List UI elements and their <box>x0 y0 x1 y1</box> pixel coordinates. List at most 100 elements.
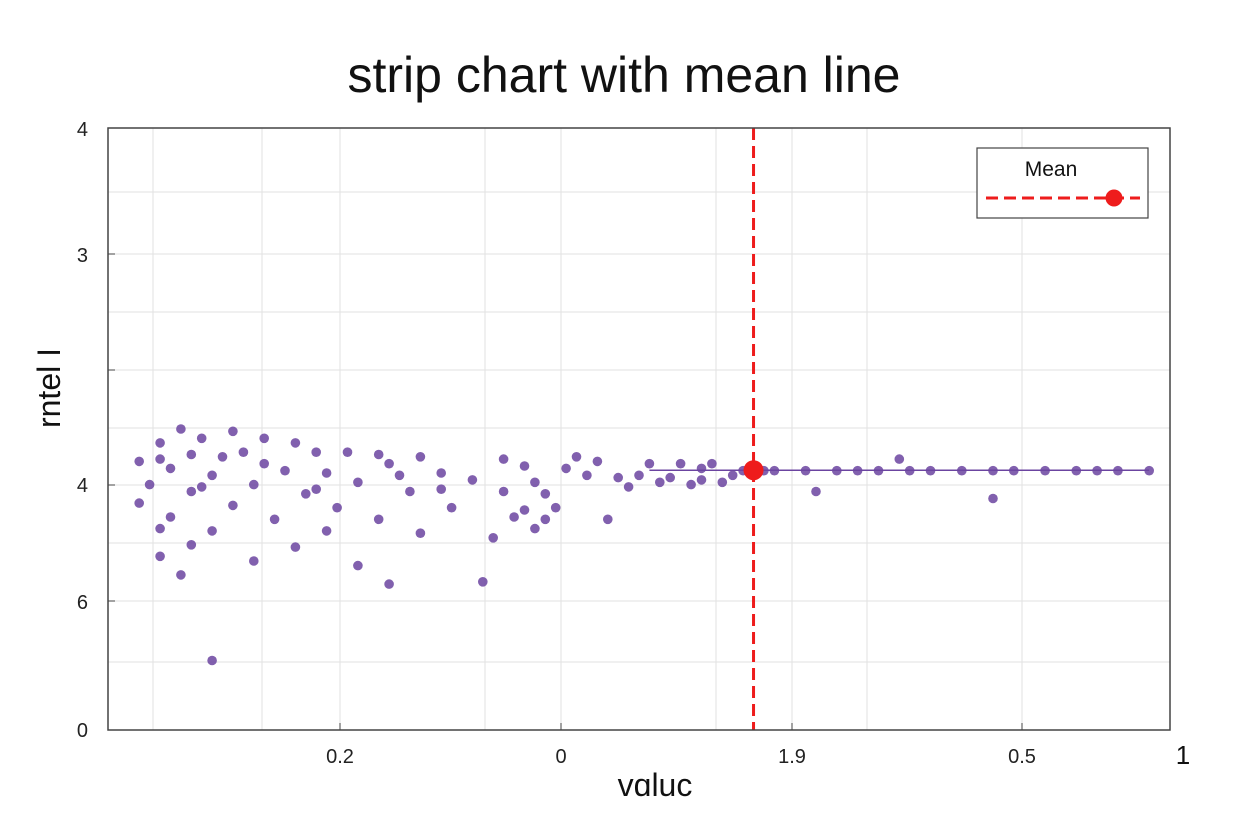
data-point <box>342 447 353 458</box>
data-point <box>769 465 780 476</box>
legend-box <box>976 147 1149 219</box>
data-point <box>186 486 197 497</box>
data-point <box>165 463 176 474</box>
data-point <box>155 454 165 464</box>
data-point <box>1144 465 1154 476</box>
data-point <box>904 465 915 476</box>
data-point <box>196 482 207 492</box>
grid <box>108 128 1170 730</box>
x-tick-label: 0 <box>555 746 566 768</box>
data-point <box>696 475 707 485</box>
data-point <box>238 447 249 458</box>
data-point <box>467 475 478 485</box>
data-point <box>394 470 405 481</box>
data-point <box>717 477 728 488</box>
data-point <box>134 456 144 467</box>
data-point <box>415 452 426 462</box>
data-point <box>290 438 301 448</box>
y-tick-label: 4 <box>77 119 88 141</box>
data-point <box>332 502 342 513</box>
data-point <box>249 556 259 566</box>
data-point <box>144 479 155 490</box>
data-point <box>623 482 634 492</box>
data-point <box>498 454 509 464</box>
data-point <box>592 456 603 467</box>
x-axis-label: vɑluc <box>618 767 693 803</box>
data-point <box>176 424 186 434</box>
data-point <box>290 542 301 552</box>
data-point <box>686 479 696 490</box>
data-point <box>155 523 165 534</box>
data-point <box>321 468 332 478</box>
y-tick-label: 4 <box>77 475 88 497</box>
y-tick-label: 3 <box>77 245 88 267</box>
x-tick-label: 0.5 <box>1008 746 1036 768</box>
data-point <box>957 465 967 476</box>
data-points <box>134 424 1154 666</box>
data-point <box>259 433 270 444</box>
data-point <box>186 449 197 460</box>
data-point <box>196 433 207 444</box>
legend-marker <box>1105 189 1123 207</box>
data-point <box>436 468 447 478</box>
data-point <box>1009 465 1019 476</box>
data-point <box>530 523 540 534</box>
data-point <box>311 484 322 495</box>
chart-title: strip chart with mean line <box>347 47 901 103</box>
data-point <box>811 486 821 497</box>
data-point <box>134 498 144 508</box>
data-point <box>519 505 530 515</box>
data-point <box>384 458 394 469</box>
data-point <box>582 470 592 481</box>
data-point <box>405 486 415 497</box>
x-tick-label: 0.2 <box>326 746 354 768</box>
data-point <box>384 579 394 589</box>
plot-frame <box>107 127 1171 731</box>
data-point <box>217 452 228 462</box>
data-point <box>707 458 717 469</box>
data-point <box>498 486 509 497</box>
data-point <box>1113 465 1123 476</box>
data-point <box>873 465 884 476</box>
data-point <box>207 526 217 536</box>
y-axis-label: rntel I <box>31 348 67 428</box>
data-point <box>571 452 582 462</box>
data-point <box>988 465 998 476</box>
data-point <box>644 458 655 469</box>
data-point <box>155 438 165 448</box>
data-point <box>832 465 842 476</box>
data-point <box>1040 465 1050 476</box>
data-point <box>488 533 499 543</box>
data-point <box>613 472 623 483</box>
data-point <box>540 489 551 499</box>
data-point <box>530 477 540 488</box>
data-point <box>353 477 363 488</box>
data-point <box>353 560 363 571</box>
data-point <box>207 470 217 481</box>
data-point <box>696 463 707 474</box>
data-point <box>894 454 905 464</box>
legend-label: Mean <box>1025 158 1078 181</box>
data-point <box>186 540 197 550</box>
data-point <box>207 655 217 666</box>
data-point <box>603 514 613 525</box>
data-point <box>852 465 863 476</box>
data-point <box>373 514 384 525</box>
data-point <box>436 484 447 495</box>
data-point <box>373 449 384 460</box>
data-point <box>1092 465 1102 476</box>
data-point <box>540 514 551 525</box>
data-point <box>269 514 280 525</box>
data-point <box>176 570 186 580</box>
data-point <box>665 472 675 483</box>
data-point <box>415 528 426 538</box>
data-point <box>155 551 165 562</box>
data-point <box>655 477 665 488</box>
data-point <box>228 426 238 437</box>
x-corner-label: 1 <box>1176 740 1190 770</box>
data-point <box>311 447 322 458</box>
data-point <box>675 458 686 469</box>
mean-marker <box>743 460 764 481</box>
data-point <box>321 526 332 536</box>
data-point <box>634 470 644 481</box>
